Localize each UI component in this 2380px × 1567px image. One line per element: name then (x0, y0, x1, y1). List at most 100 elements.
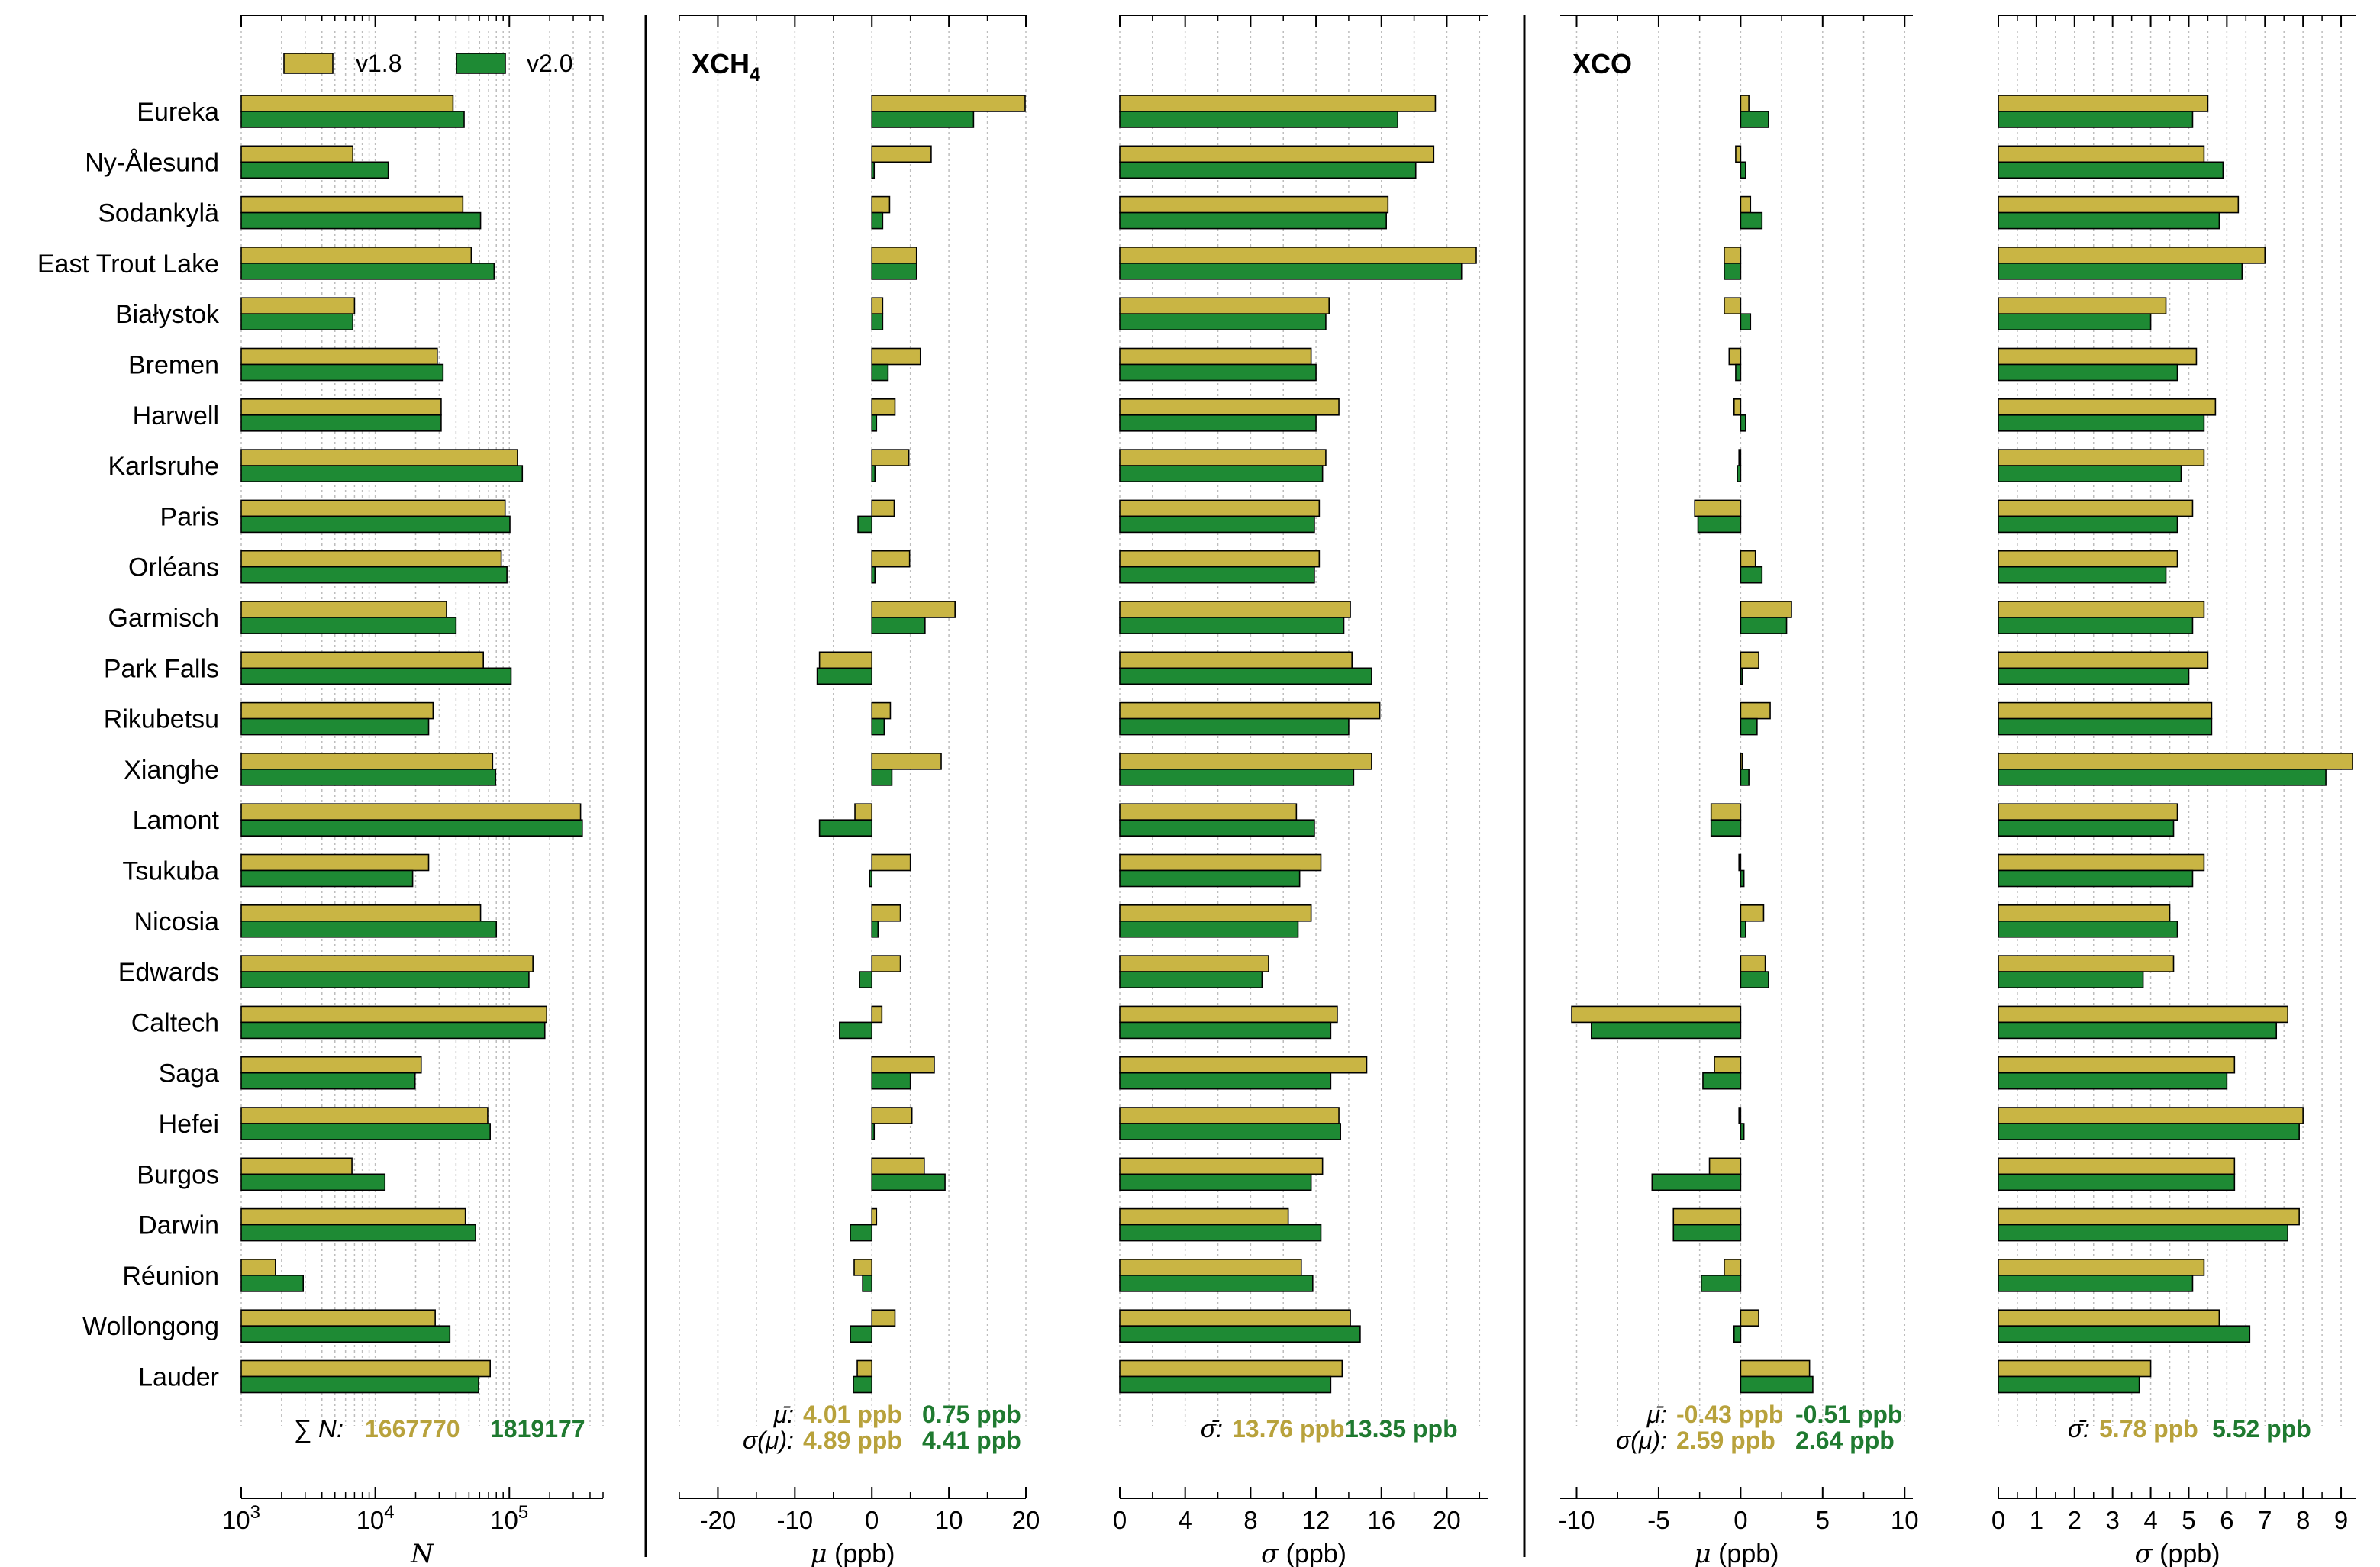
title-main: XCH (692, 48, 750, 79)
legend-swatch-v20 (456, 53, 506, 74)
bar-v18 (1740, 95, 1750, 112)
bar-v20 (1998, 717, 2213, 736)
bar-v20 (240, 363, 444, 382)
bar-v18 (1119, 449, 1327, 466)
bar-v20 (1591, 1021, 1742, 1040)
bar-v20 (1724, 263, 1742, 280)
bar-v20 (1710, 819, 1742, 837)
bar-v20 (1998, 161, 2224, 179)
bar-v20 (240, 1123, 491, 1140)
tick-label: 20 (1012, 1506, 1040, 1534)
bar-v18 (1998, 1005, 2288, 1024)
bar-v18 (1998, 247, 2266, 264)
bar-v18 (1119, 701, 1381, 720)
station-labels: Eureka Ny-Ålesund Sodankylä East Trout Lake… (37, 98, 220, 1392)
annotation-label: σ(μ): (743, 1427, 794, 1454)
bar-v18 (1998, 651, 2209, 669)
bar-v20 (862, 1275, 873, 1292)
bar-v18 (1998, 1157, 2236, 1175)
bar-v20 (240, 1275, 305, 1292)
bar-v20 (1998, 1173, 2236, 1191)
bar-v18 (1714, 1056, 1742, 1074)
bar-v20 (1740, 211, 1763, 230)
station-label: Rikubetsu (104, 705, 219, 734)
bar-v20 (1119, 363, 1317, 382)
bar-v18 (871, 1107, 913, 1124)
bar-v20 (240, 211, 482, 230)
bar-v20 (1119, 111, 1398, 128)
bar-v18 (1708, 1157, 1742, 1175)
bar-v18 (240, 955, 534, 972)
axis-label: N (410, 1539, 434, 1567)
bar-v18 (871, 1005, 883, 1024)
bar-v20 (1998, 566, 2167, 584)
bar-v20 (871, 566, 876, 584)
bar-v18 (240, 1056, 422, 1074)
bar-v18 (1724, 247, 1742, 264)
bar-v20 (1119, 211, 1387, 230)
bar-v18 (853, 1259, 873, 1276)
tick-label: 20 (1433, 1506, 1461, 1534)
bar-v20 (1998, 921, 2178, 938)
legend-label-v20: v2.0 (527, 50, 572, 77)
bar-v18 (1998, 95, 2209, 112)
tick-label: 5 (2182, 1506, 2195, 1534)
annotation-value-v18: 5.78 ppb (2099, 1415, 2198, 1443)
bar-v18 (240, 499, 506, 517)
bar-v20 (1998, 1123, 2300, 1140)
station-label: Park Falls (104, 654, 219, 683)
annotation-value-v20: 5.52 ppb (2212, 1415, 2311, 1443)
bar-v20 (1740, 717, 1758, 736)
bar-v20 (1740, 313, 1752, 331)
bar-v20 (240, 263, 495, 280)
bar-v18 (871, 1309, 896, 1327)
bar-v18 (871, 1056, 935, 1074)
bar-v20 (871, 1173, 946, 1191)
bar-v18 (240, 1005, 548, 1024)
bar-v20 (1740, 1123, 1745, 1140)
bar-v20 (1119, 921, 1299, 938)
tick-label: 3 (2106, 1506, 2120, 1534)
bar-v18 (1119, 95, 1437, 112)
annotation-label: ∑ N: (293, 1414, 343, 1443)
bar-v18 (871, 499, 895, 517)
station-label: Sodankylä (98, 199, 219, 228)
bar-v20 (240, 1325, 451, 1343)
legend-and-titles: v1.8 v2.0 XCH4 XCO (283, 15, 1632, 1557)
bar-v20 (1119, 1173, 1312, 1191)
bar-v18 (240, 803, 582, 821)
tick-label: -10 (776, 1506, 813, 1534)
bar-v20 (240, 566, 508, 584)
bar-v20 (240, 1072, 416, 1090)
bar-v18 (240, 1157, 353, 1175)
bar-v18 (1710, 803, 1742, 821)
tick-label: 8 (2296, 1506, 2310, 1534)
station-label: Réunion (122, 1262, 219, 1291)
bar-v20 (1733, 1325, 1742, 1343)
bar-v20 (240, 869, 414, 888)
station-label: Saga (159, 1059, 219, 1088)
bar-v18 (1119, 1157, 1324, 1175)
bar-v20 (1998, 313, 2152, 331)
bar-v20 (1119, 566, 1315, 584)
annotation-value-v18: 4.01 ppb (803, 1401, 902, 1428)
tick-label: 0 (1113, 1506, 1127, 1534)
bar-v18 (1119, 195, 1389, 214)
bar-v18 (1119, 1056, 1368, 1074)
bar-v20 (871, 111, 975, 128)
bar-v18 (871, 297, 884, 315)
bar-v20 (871, 717, 885, 736)
station-label: Edwards (118, 958, 219, 987)
annotation-value-v20: 2.64 ppb (1795, 1427, 1895, 1454)
bar-v20 (1119, 1021, 1332, 1040)
bar-v20 (871, 211, 884, 230)
bar-v20 (871, 1123, 876, 1140)
bar-v20 (240, 515, 511, 534)
tick-label: 10 (935, 1506, 963, 1534)
bar-v18 (240, 297, 356, 315)
bar-v18 (1740, 701, 1771, 720)
bar-v20 (1119, 1224, 1322, 1242)
tick-label: 4 (2143, 1506, 2157, 1534)
tick-label: 12 (1302, 1506, 1330, 1534)
station-label: Burgos (137, 1160, 219, 1189)
